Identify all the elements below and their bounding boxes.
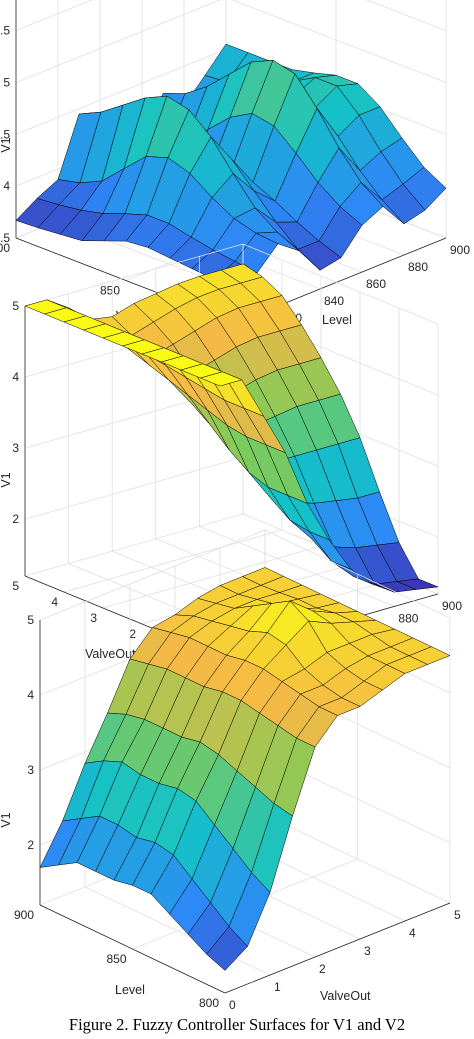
z-tick-label: 4 [12, 370, 19, 384]
y-tick-label: 4 [51, 595, 58, 609]
x-tick-label: 860 [366, 277, 386, 291]
grid-line [365, 0, 447, 31]
x-tick-label: 900 [442, 599, 462, 613]
surface-plot-v1-level-weight: 8008208408608809008008509003.544.555.56L… [0, 0, 470, 342]
z-axis-label: V1 [0, 472, 13, 487]
x-tick-label: 840 [324, 294, 344, 308]
z-axis-label: V1 [0, 137, 13, 152]
x-tick-label: 900 [450, 243, 470, 257]
x-tick-label: 3 [364, 944, 371, 958]
grid-line [24, 243, 244, 307]
x-tick-label: 880 [398, 611, 418, 625]
grid-line [231, 0, 447, 83]
y-tick-label: 800 [199, 996, 219, 1010]
y-tick-label: 900 [14, 908, 34, 922]
grid-line [242, 243, 439, 325]
x-tick-label: 880 [408, 260, 428, 274]
y-tick-label: 2 [129, 627, 136, 641]
y-tick-label: 850 [100, 284, 120, 298]
y-tick-label: 5 [12, 579, 19, 593]
x-tick-label: 2 [319, 962, 326, 976]
surface-patch [206, 926, 248, 971]
y-tick-label: 3 [90, 611, 97, 625]
x-tick-label: 5 [454, 908, 461, 922]
grid-line [102, 545, 322, 609]
grid-line [15, 48, 227, 135]
surface-plot-v1-valveout-level: 0 1 2 3 4 5 800 850 900 2 3 4 5 ValveOut Level V1 [0, 529, 461, 1012]
y-tick-label: 900 [0, 241, 10, 255]
z-axis-label: V1 [0, 812, 13, 827]
grid-line [15, 0, 93, 31]
z-tick-label: 2 [12, 512, 19, 526]
x-tick-label: 1 [274, 980, 281, 994]
x-tick-label: 0 [229, 998, 236, 1012]
z-tick-label: 4 [27, 688, 34, 702]
grid-line [63, 529, 283, 593]
y-tick-label: 850 [106, 952, 126, 966]
x-axis-line [224, 902, 451, 994]
grid-line [15, 0, 221, 83]
y-axis-label: ValveOut [85, 647, 136, 661]
z-tick-label: 2 [27, 838, 34, 852]
grid-line [24, 456, 244, 520]
z-tick-label: 3 [27, 763, 34, 777]
z-tick-label: 5.5 [0, 24, 10, 38]
z-tick-label: 4.5 [0, 127, 10, 141]
z-tick-label: 5 [12, 299, 19, 313]
surface-patch [200, 371, 243, 387]
grid-line [264, 529, 451, 619]
z-tick-label: 5 [3, 75, 10, 89]
z-tick-label: 3 [12, 441, 19, 455]
x-tick-label: 4 [409, 926, 416, 940]
x-axis-label: ValveOut [320, 989, 371, 1003]
grid-line [39, 529, 266, 621]
y-axis-label: Level [115, 983, 145, 997]
x-axis-label: Level [322, 313, 352, 327]
z-tick-label: 3.5 [0, 231, 10, 245]
z-tick-label: 5 [27, 613, 34, 627]
grid-line [199, 526, 395, 607]
grid-line [24, 513, 244, 577]
figure-caption: Figure 2. Fuzzy Controller Surfaces for … [69, 1015, 405, 1034]
y-axis-line [39, 904, 226, 994]
z-tick-label: 4 [3, 179, 10, 193]
